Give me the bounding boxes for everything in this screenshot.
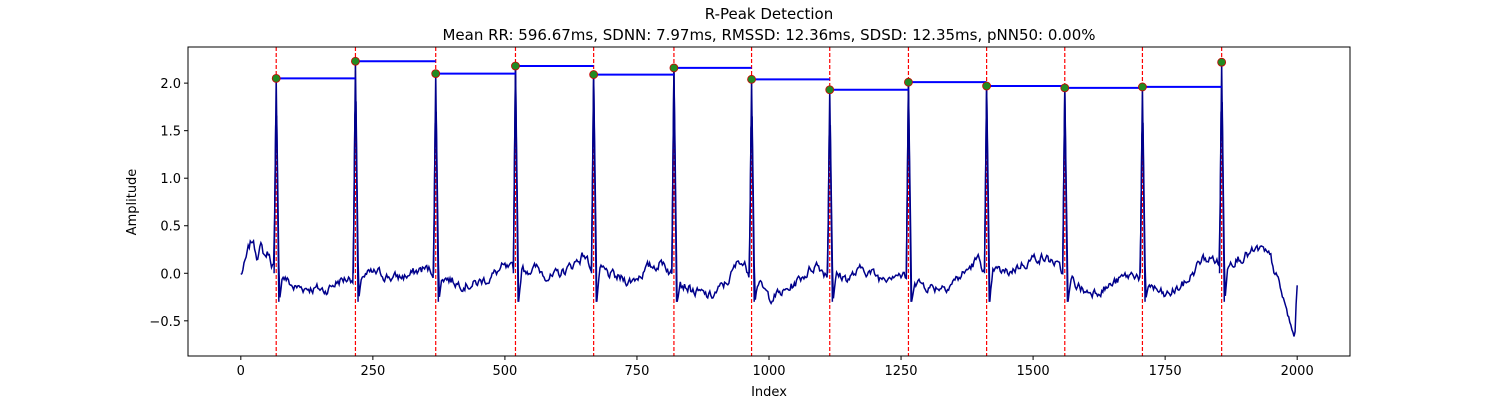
x-tick-label: 500 bbox=[492, 364, 517, 379]
y-tick-label: 0.0 bbox=[160, 267, 181, 282]
x-tick-label: 1250 bbox=[884, 364, 917, 379]
r-peak-marker-1 bbox=[351, 56, 360, 66]
x-tick-label: 250 bbox=[360, 364, 385, 379]
y-tick-label: −0.5 bbox=[149, 315, 181, 330]
chart-subtitle: Mean RR: 596.67ms, SDNN: 7.97ms, RMSSD: … bbox=[442, 26, 1095, 44]
x-tick-label: 750 bbox=[625, 364, 650, 379]
x-tick-label: 2000 bbox=[1281, 364, 1314, 379]
x-axis-label: Index bbox=[751, 385, 787, 400]
r-peak-marker-11 bbox=[1138, 82, 1147, 92]
r-peak-marker-8 bbox=[904, 77, 913, 87]
y-tick-label: 1.5 bbox=[160, 125, 181, 140]
r-peak-marker-4 bbox=[589, 70, 599, 79]
y-axis-label: Amplitude bbox=[125, 169, 140, 236]
x-tick-label: 1500 bbox=[1017, 364, 1050, 379]
r-peak-marker-0 bbox=[271, 73, 281, 83]
x-tick-label: 0 bbox=[237, 364, 245, 379]
x-tick-label: 1000 bbox=[752, 364, 785, 379]
r-peak-marker-10 bbox=[1060, 83, 1070, 93]
plot-frame bbox=[187, 46, 1351, 357]
y-tick-label: 0.5 bbox=[160, 220, 181, 235]
r-peak-marker-12 bbox=[1217, 57, 1227, 67]
ecg-signal-line bbox=[240, 65, 1298, 337]
qrs-spike-6 bbox=[748, 79, 755, 302]
qrs-spike-0 bbox=[273, 78, 280, 302]
r-peak-marker-7 bbox=[825, 85, 835, 95]
r-peak-marker-5 bbox=[669, 63, 679, 73]
y-tick-label: 2.0 bbox=[160, 77, 181, 92]
plot-area: 0 250 500 750 1000 1250 1500 1750 2000 −0.5 0.0 0.5… bbox=[149, 46, 1351, 379]
r-peak-marker-3 bbox=[511, 61, 520, 71]
r-peak-marker-2 bbox=[431, 69, 441, 79]
x-tick-label: 1750 bbox=[1149, 364, 1182, 379]
chart-title: R-Peak Detection bbox=[705, 5, 833, 23]
y-tick-label: 1.0 bbox=[160, 172, 181, 187]
r-peak-marker-6 bbox=[747, 74, 756, 84]
r-peak-marker-9 bbox=[982, 81, 992, 91]
